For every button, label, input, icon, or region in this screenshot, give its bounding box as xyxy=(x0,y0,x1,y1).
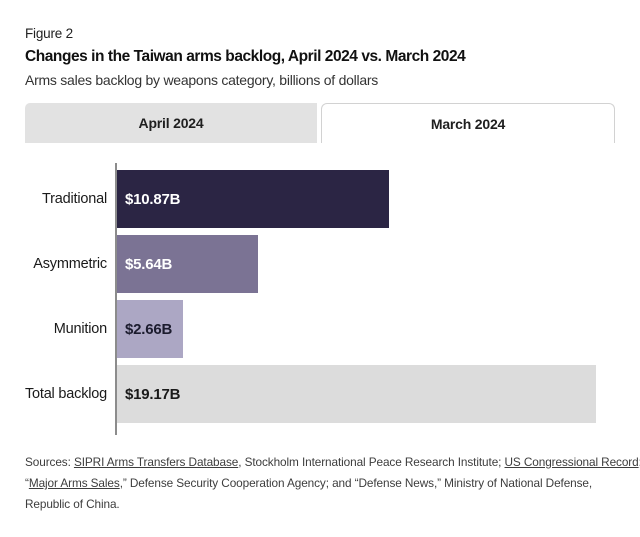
tab-march-2024[interactable]: March 2024 xyxy=(321,103,615,143)
source-line: “Major Arms Sales,” Defense Security Coo… xyxy=(25,473,617,494)
sources-note: Sources: SIPRI Arms Transfers Database, … xyxy=(25,452,640,515)
source-text: , Stockholm International Peace Research… xyxy=(238,455,505,469)
source-link[interactable]: US Congressional Record xyxy=(504,455,639,469)
source-text: Republic of China. xyxy=(25,497,120,511)
source-line: Sources: SIPRI Arms Transfers Database, … xyxy=(25,452,640,473)
source-link[interactable]: SIPRI Arms Transfers Database xyxy=(73,455,239,469)
source-text: ; xyxy=(639,455,640,469)
category-label: Traditional xyxy=(42,191,107,207)
plot-area-with-axis: Traditional $10.87B Asymmetric $5.64B Mu… xyxy=(25,163,615,435)
tab-april-2024[interactable]: April 2024 xyxy=(25,103,317,143)
bar-value-label: $2.66B xyxy=(125,320,173,338)
bar-row-total-backlog: Total backlog $19.17B xyxy=(25,365,615,423)
bar-value-label: $10.87B xyxy=(125,190,181,208)
bar-value-label: $5.64B xyxy=(125,255,173,273)
source-line: Republic of China. xyxy=(25,494,617,515)
bar-row-traditional: Traditional $10.87B xyxy=(42,170,615,228)
figure-page: Figure 2 Changes in the Taiwan arms back… xyxy=(25,26,640,515)
source-text: Sources: xyxy=(25,455,74,469)
bar-value-label: $19.17B xyxy=(125,385,181,403)
chart-title: Changes in the Taiwan arms backlog, Apri… xyxy=(25,48,466,65)
source-link[interactable]: Major Arms Sales xyxy=(28,476,120,490)
bar-row-asymmetric: Asymmetric $5.64B xyxy=(33,235,615,293)
category-label: Munition xyxy=(53,321,107,337)
category-label: Asymmetric xyxy=(33,256,107,272)
category-label: Total backlog xyxy=(24,386,107,402)
period-tab-bar: April 2024 March 2024 xyxy=(25,103,615,143)
bar-chart: Traditional $10.87B Asymmetric $5.64B Mu… xyxy=(25,163,615,435)
bar: $2.66B xyxy=(117,300,184,358)
chart-subtitle: Arms sales backlog by weapons category, … xyxy=(25,72,379,88)
figure-number-label: Figure 2 xyxy=(25,26,73,41)
bar: $5.64B xyxy=(117,235,258,293)
source-text: “ xyxy=(25,476,29,490)
bar-row-munition: Munition $2.66B xyxy=(54,300,615,358)
bar: $19.17B xyxy=(117,365,596,423)
bar: $10.87B xyxy=(117,170,389,228)
source-text: ,” Defense Security Cooperation Agency; … xyxy=(119,476,593,490)
